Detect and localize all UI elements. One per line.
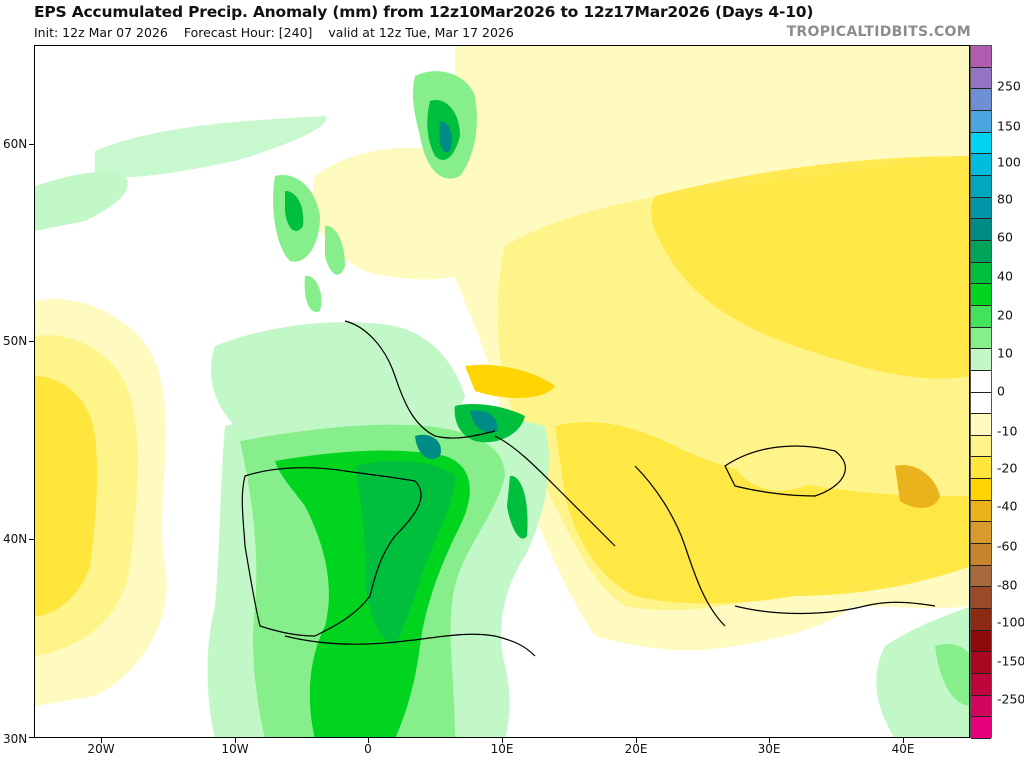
- colorbar-segment: [971, 240, 991, 263]
- colorbar-segment: [971, 587, 991, 610]
- lon-tick-mark: [903, 738, 904, 743]
- map-plot-area: [34, 45, 970, 738]
- colorbar-segment: [971, 500, 991, 523]
- colorbar-segment: [971, 479, 991, 501]
- colorbar-label: -60: [997, 538, 1018, 554]
- colorbar-label: 150: [997, 118, 1021, 134]
- colorbar-segment: [971, 197, 991, 220]
- lon-label-10w: 10W: [221, 742, 249, 756]
- lon-tick-mark: [769, 738, 770, 743]
- colorbar-segment: [971, 674, 991, 696]
- colorbar-segment: [971, 219, 991, 241]
- colorbar-segment: [971, 349, 991, 371]
- colorbar-segment: [971, 67, 991, 90]
- colorbar-label: 80: [997, 191, 1013, 207]
- lat-label-40n: 40N: [3, 532, 28, 546]
- colorbar-segment: [971, 370, 991, 393]
- colorbar-label: 40: [997, 268, 1013, 284]
- colorbar-label: -80: [997, 577, 1018, 593]
- lon-tick-mark: [235, 738, 236, 743]
- lat-tick-mark: [29, 341, 34, 342]
- colorbar-segment: [971, 652, 991, 675]
- colorbar-label: 250: [997, 78, 1021, 94]
- lat-tick-mark: [29, 737, 34, 738]
- lat-label-30n: 30N: [3, 732, 28, 746]
- map-subtitle: Init: 12z Mar 07 2026 Forecast Hour: [24…: [34, 25, 526, 40]
- colorbar-segment: [971, 89, 991, 111]
- colorbar-label: -10: [997, 423, 1018, 439]
- colorbar-segment: [971, 609, 991, 631]
- colorbar-segment: [971, 414, 991, 436]
- colorbar-segment: [971, 565, 991, 588]
- init-time: Init: 12z Mar 07 2026: [34, 25, 168, 40]
- valid-time: valid at 12z Tue, Mar 17 2026: [328, 25, 514, 40]
- lon-label-40e: 40E: [891, 742, 915, 756]
- colorbar-segment: [971, 630, 991, 653]
- lon-tick-mark: [101, 738, 102, 743]
- lon-label-20w: 20W: [87, 742, 115, 756]
- colorbar-segment: [971, 435, 991, 458]
- colorbar-label: 20: [997, 307, 1013, 323]
- colorbar-segment: [971, 305, 991, 328]
- colorbar: [970, 45, 992, 739]
- colorbar-label: 0: [997, 383, 1005, 399]
- colorbar-label: -150: [997, 653, 1024, 669]
- lon-tick-mark: [636, 738, 637, 743]
- colorbar-segment: [971, 154, 991, 176]
- lat-label-50n: 50N: [3, 334, 28, 348]
- colorbar-segment: [971, 175, 991, 198]
- colorbar-label: -100: [997, 614, 1024, 630]
- colorbar-segment: [971, 284, 991, 306]
- colorbar-label: 10: [997, 345, 1013, 361]
- lon-label-20e: 20E: [624, 742, 648, 756]
- forecast-hour: Forecast Hour: [240]: [183, 25, 313, 40]
- colorbar-label: -20: [997, 460, 1018, 476]
- lon-tick-mark: [368, 738, 369, 743]
- colorbar-label: -40: [997, 498, 1018, 514]
- colorbar-label: 60: [997, 229, 1013, 245]
- lon-tick-mark: [502, 738, 503, 743]
- lon-label-30e: 30E: [757, 742, 781, 756]
- colorbar-segment: [971, 110, 991, 133]
- lon-label-10e: 10E: [490, 742, 514, 756]
- colorbar-segment: [971, 327, 991, 350]
- precip-anomaly-map: [35, 46, 969, 737]
- lon-label-0: 0: [364, 742, 372, 756]
- colorbar-segment: [971, 717, 991, 739]
- colorbar-segment: [971, 457, 991, 480]
- colorbar-segment: [971, 132, 991, 155]
- colorbar-label: -250: [997, 691, 1024, 707]
- map-title: EPS Accumulated Precip. Anomaly (mm) fro…: [34, 3, 814, 21]
- colorbar-segment: [971, 544, 991, 566]
- lat-tick-mark: [29, 539, 34, 540]
- lat-label-60n: 60N: [3, 137, 28, 151]
- colorbar-segment: [971, 522, 991, 545]
- colorbar-segment: [971, 392, 991, 415]
- colorbar-segment: [971, 695, 991, 718]
- brand-watermark: TROPICALTIDBITS.COM: [786, 24, 971, 40]
- colorbar-segment: [971, 46, 991, 68]
- colorbar-label: 100: [997, 154, 1021, 170]
- lat-tick-mark: [29, 144, 34, 145]
- colorbar-segment: [971, 262, 991, 285]
